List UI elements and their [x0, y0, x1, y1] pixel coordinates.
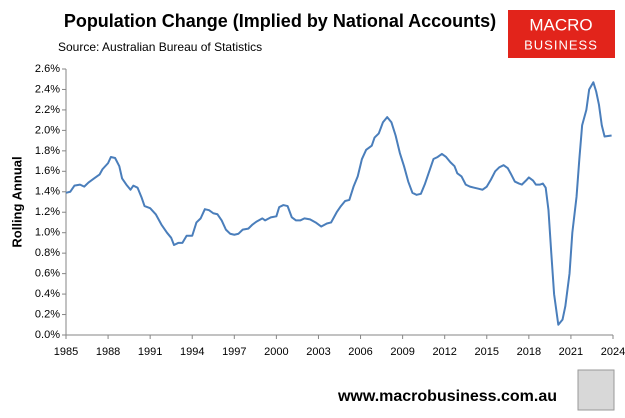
x-tick-label: 1997 [222, 346, 246, 358]
logo-text: MACRO [529, 15, 592, 34]
x-tick-label: 1991 [138, 346, 162, 358]
footer: www.macrobusiness.com.au [337, 388, 557, 405]
y-tick-label: 2.2% [35, 104, 60, 116]
y-tick-label: 0.8% [35, 247, 60, 259]
x-tick-label: 1994 [180, 346, 204, 358]
x-tick-label: 2015 [475, 346, 499, 358]
x-tick-label: 2012 [432, 346, 456, 358]
y-tick-label: 0.0% [35, 329, 60, 341]
y-tick-label: 1.8% [35, 145, 60, 157]
x-tick-label: 2003 [306, 346, 330, 358]
y-tick-label: 1.4% [35, 186, 60, 198]
x-tick-label: 1988 [96, 346, 120, 358]
y-tick-label: 2.6% [35, 63, 60, 75]
y-tick-label: 2.4% [35, 83, 60, 95]
x-tick-label: 2009 [390, 346, 414, 358]
y-tick-label: 2.0% [35, 124, 60, 136]
chart-title: Population Change (Implied by National A… [64, 11, 496, 31]
y-tick-label: 1.6% [35, 165, 60, 177]
x-tick-label: 2024 [601, 346, 625, 358]
chart-subtitle: Source: Australian Bureau of Statistics [58, 40, 262, 54]
logo-box [508, 10, 615, 58]
logo-text: BUSINESS [524, 37, 598, 52]
y-axis-label: Rolling Annual [9, 156, 24, 247]
x-tick-label: 2018 [517, 346, 541, 358]
y-tick-label: 0.2% [35, 308, 60, 320]
y-tick-label: 0.4% [35, 288, 60, 300]
y-tick-label: 0.6% [35, 268, 60, 280]
x-tick-label: 2021 [559, 346, 583, 358]
logo-image [577, 369, 615, 411]
y-tick-label: 1.0% [35, 227, 60, 239]
x-tick-label: 2006 [348, 346, 372, 358]
y-tick-label: 1.2% [35, 206, 60, 218]
data-line [65, 81, 612, 326]
x-tick-label: 1985 [54, 346, 78, 358]
x-tick-label: 2000 [264, 346, 288, 358]
